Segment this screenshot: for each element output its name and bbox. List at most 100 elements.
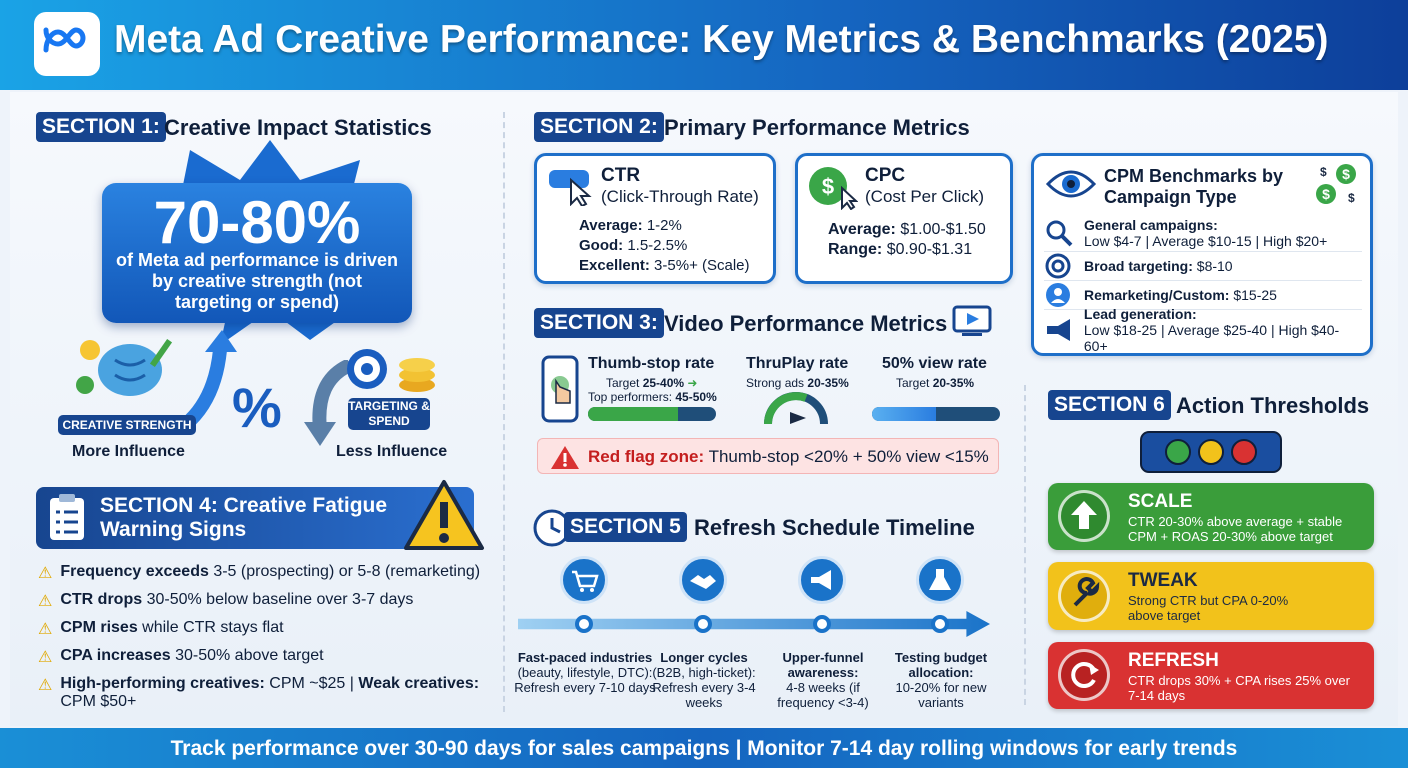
- svg-text:$: $: [822, 174, 834, 199]
- action-text: CTR 20-30% above average + stable CPM + …: [1128, 514, 1343, 544]
- brain-idea-icon: [76, 338, 173, 396]
- traffic-light-icon: [1140, 431, 1282, 473]
- section3-title: Video Performance Metrics: [664, 311, 948, 336]
- fatigue-item-text: CPM $50+: [60, 693, 137, 710]
- fatigue-list: ⚠ Frequency exceeds 3-5 (prospecting) or …: [38, 563, 480, 711]
- action-text: Strong CTR but CPA 0-20% above target: [1128, 593, 1289, 623]
- timeline-dot: [813, 615, 831, 633]
- cpc-value: $0.90-$1.31: [886, 241, 973, 258]
- fatigue-item-text: CPM ~$25 |: [269, 675, 354, 692]
- action-tweak-card: TWEAK Strong CTR but CPA 0-20% above tar…: [1048, 562, 1374, 630]
- thumbstop-target: Target 25-40% ➜: [606, 376, 697, 390]
- cpc-key: Range:: [828, 241, 883, 258]
- column-divider: [503, 112, 505, 712]
- thumbstop-target-value: 25-40%: [642, 376, 685, 390]
- step-bold: Fast-paced industries: [517, 650, 653, 665]
- cpm-row-value: Low $18-25 | Average $25-40 | High $40-6…: [1083, 322, 1340, 354]
- wrench-icon: [1058, 570, 1110, 622]
- creative-strength-pill: CREATIVE STRENGTH: [58, 415, 196, 435]
- fatigue-item: ⚠ High-performing creatives: CPM ~$25 | W…: [38, 675, 480, 711]
- warning-icon: ⚠: [38, 677, 53, 694]
- thumbstop-top: Top performers: 45-50%: [588, 390, 717, 404]
- section5-title: Refresh Schedule Timeline: [694, 515, 975, 540]
- percent-symbol: %: [232, 376, 282, 439]
- cpm-row: General campaigns: Low $4-7 | Average $10…: [1044, 214, 1362, 252]
- megaphone-icon: [798, 556, 846, 604]
- target-coins-icon: [347, 349, 435, 392]
- step-text: 10-20% for new variants: [895, 680, 987, 710]
- section3-tag: SECTION 3:: [534, 308, 664, 338]
- fatigue-item: ⚠ CTR drops 30-50% below baseline over 3-…: [38, 591, 480, 619]
- cpm-row-label: Lead generation:: [1083, 306, 1197, 322]
- section6-tag: SECTION 6: [1048, 390, 1171, 420]
- cpm-row-value: $15-25: [1233, 287, 1277, 303]
- cpm-row-label: Remarketing/Custom:: [1084, 287, 1230, 303]
- action-label: SCALE: [1128, 491, 1193, 512]
- big-stat-caption: of Meta ad performance is driven by crea…: [115, 250, 399, 312]
- timeline-dot: [931, 615, 949, 633]
- action-label: TWEAK: [1128, 570, 1198, 591]
- clipboard-icon: [50, 494, 84, 540]
- cpm-row: Remarketing/Custom: $15-25: [1044, 281, 1362, 310]
- red-flag-label: Red flag zone:: [588, 447, 705, 466]
- gauge-icon: [764, 392, 828, 425]
- megaphone-icon: [1047, 319, 1070, 341]
- targeting-spend-pill: TARGETING & SPEND: [348, 398, 430, 430]
- fatigue-item-bold: Frequency exceeds: [60, 563, 209, 580]
- warning-icon: ⚠: [38, 621, 53, 638]
- cpc-subtitle: (Cost Per Click): [865, 187, 985, 206]
- step-text: (B2B, high-ticket): Refresh every 3-4 we…: [652, 665, 756, 710]
- big-stat: 70-80%: [153, 189, 361, 256]
- eye-icon: [1046, 170, 1096, 198]
- fatigue-item-text: 30-50% below baseline over 3-7 days: [146, 591, 414, 608]
- dollar-click-icon: $: [809, 167, 858, 210]
- ctr-value: 3-5%+ (Scale): [654, 257, 750, 274]
- more-influence-label: More Influence: [72, 443, 185, 460]
- fatigue-item: ⚠ CPM rises while CTR stays flat: [38, 619, 480, 647]
- view50-value: Target 20-35%: [896, 376, 974, 390]
- fatigue-item-text: 30-50% above target: [175, 647, 324, 664]
- warning-icon: ⚠: [38, 649, 53, 666]
- ctr-key: Excellent:: [579, 257, 650, 274]
- cpc-title: CPC: [865, 165, 906, 186]
- section1-title: Creative Impact Statistics: [164, 115, 432, 140]
- column-divider: [1024, 385, 1026, 705]
- svg-text:$: $: [1342, 166, 1350, 182]
- alert-icon: [551, 446, 579, 469]
- cpm-row-label: General campaigns:: [1084, 216, 1218, 233]
- ctr-title: CTR: [601, 165, 641, 186]
- timeline-step-label: Fast-paced industries (beauty, lifestyle,…: [514, 650, 656, 695]
- thumbstop-top-label: Top performers:: [588, 390, 673, 404]
- ctr-card: CTR (Click-Through Rate) Average: 1-2% G…: [534, 153, 776, 284]
- cpc-value: $1.00-$1.50: [900, 221, 986, 238]
- fatigue-item: ⚠ Frequency exceeds 3-5 (prospecting) or …: [38, 563, 480, 591]
- section6-title: Action Thresholds: [1176, 393, 1370, 418]
- refresh-icon: [1058, 649, 1110, 701]
- thumbstop-top-value: 45-50%: [675, 390, 717, 404]
- timeline-step-label: Longer cycles (B2B, high-ticket): Refres…: [646, 650, 762, 710]
- fatigue-item-bold: CPM rises: [60, 619, 138, 636]
- step-bold: Longer cycles: [660, 650, 748, 665]
- video-play-icon: [952, 305, 992, 336]
- fatigue-item-bold: CPA increases: [60, 647, 171, 664]
- handshake-icon: [679, 556, 727, 604]
- cpm-row-value: Low $4-7 | Average $10-15 | High $20+: [1084, 232, 1328, 249]
- ctr-key: Good:: [579, 237, 624, 254]
- arrow-up-icon: [1058, 490, 1110, 542]
- ctr-values: Average: 1-2% Good: 1.5-2.5% Excellent: …: [579, 216, 750, 276]
- creative-impact-box: [102, 183, 412, 323]
- timeline-step-label: Upper-funnel awareness: 4-8 weeks (if fre…: [770, 650, 876, 710]
- svg-text:$: $: [1320, 165, 1327, 179]
- cpc-values: Average: $1.00-$1.50 Range: $0.90-$1.31: [828, 220, 986, 260]
- cpm-card: CPM Benchmarks by Campaign Type $ $ $ $ Gen…: [1031, 153, 1373, 356]
- fatigue-item-bold: Weak creatives:: [358, 675, 480, 692]
- arrow-right-icon: ➜: [687, 376, 698, 390]
- step-text: 4-8 weeks (if frequency <3-4): [777, 680, 869, 710]
- cursor-click-icon: [549, 170, 592, 206]
- cpc-key: Average:: [828, 221, 896, 238]
- red-flag-zone: Red flag zone: Thumb-stop <20% + 50% vie…: [537, 438, 999, 474]
- section4-header: [36, 487, 474, 549]
- fatigue-item: ⚠ CPA increases 30-50% above target: [38, 647, 480, 675]
- ctr-subtitle: (Click-Through Rate): [601, 187, 759, 206]
- action-refresh-card: REFRESH CTR drops 30% + CPA rises 25% ov…: [1048, 642, 1374, 709]
